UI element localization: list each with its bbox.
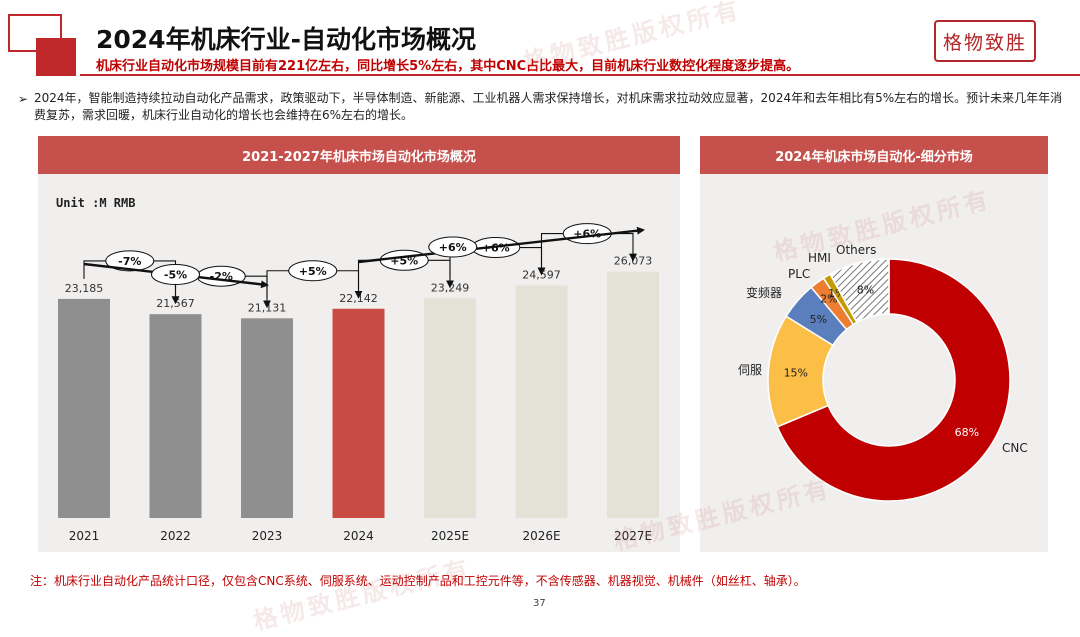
yoy-badge (105, 250, 155, 272)
x-tick-label: 2024 (343, 529, 374, 543)
bar-chart-title-text: 2021-2027年机床市场自动化市场概况 (242, 149, 476, 165)
slice-name-label: PLC (788, 267, 810, 281)
trend-label: -5% (164, 269, 187, 282)
trend-badge (151, 264, 200, 285)
trend-label: +6% (439, 241, 467, 254)
bar (424, 298, 476, 518)
bar (58, 298, 110, 518)
slice-name-label: 变频器 (746, 285, 782, 300)
header-decoration-block (36, 38, 76, 76)
yoy-label: +5% (299, 265, 327, 278)
footnote: 注：机床行业自动化产品统计口径，仅包含CNC系统、伺服系统、运动控制产品和工控元… (30, 574, 806, 588)
bar-chart: 23,185202121,567202221,131202322,1422024… (58, 223, 659, 543)
bar (241, 318, 293, 518)
x-tick-label: 2022 (160, 529, 191, 543)
trend-arrow (358, 226, 645, 264)
intro-paragraph: 2024年，智能制造持续拉动自动化产品需求，政策驱动下，半导体制造、新能源、工业… (34, 91, 1063, 122)
page-number: 37 (533, 598, 546, 609)
yoy-label: -7% (118, 255, 141, 268)
x-tick-label: 2025E (431, 529, 469, 543)
slice-value-label: 5% (810, 313, 827, 326)
slice-name-label: HMI (808, 251, 831, 265)
bar-value-label: 23,185 (65, 282, 104, 295)
slice-name-label: 伺服 (738, 363, 762, 377)
x-tick-label: 2027E (614, 529, 652, 543)
bar-chart-unit-label: Unit :M RMB (56, 196, 136, 210)
x-tick-label: 2021 (69, 529, 100, 543)
slice-value-label: 68% (955, 426, 979, 439)
donut-chart-title-text: 2024年机床市场自动化-细分市场 (775, 149, 973, 165)
brand-logo-text: 格物致胜 (942, 31, 1027, 54)
brand-logo: 格物致胜 (934, 20, 1036, 62)
page-subtitle: 机床行业自动化市场规模目前有221亿左右，同比增长5%左右，其中CNC占比最大，… (96, 59, 800, 74)
bar-chart-title: 2021-2027年机床市场自动化市场概况 (38, 136, 680, 174)
x-tick-label: 2023 (252, 529, 283, 543)
header-divider (80, 74, 1080, 76)
bar (515, 285, 568, 518)
slice-value-label: 8% (857, 283, 874, 296)
bullet-arrow-icon: ➢ (18, 92, 29, 106)
slice-value-label: 15% (784, 367, 808, 380)
page-title: 2024年机床行业-自动化市场概况 (96, 25, 476, 54)
slice-name-label: Others (836, 243, 876, 257)
bar (149, 314, 202, 518)
bar (607, 271, 659, 518)
donut-slice (776, 258, 1011, 502)
x-tick-label: 2026E (522, 529, 560, 543)
slice-value-label: 2% (820, 292, 837, 305)
header-decoration-outline (8, 14, 62, 52)
slice-name-label: CNC (1002, 441, 1028, 455)
bar (332, 308, 385, 518)
donut-chart-title: 2024年机床市场自动化-细分市场 (700, 136, 1048, 174)
donut-slice (829, 258, 890, 324)
yoy-badge (288, 260, 338, 282)
trend-badge (428, 236, 478, 258)
